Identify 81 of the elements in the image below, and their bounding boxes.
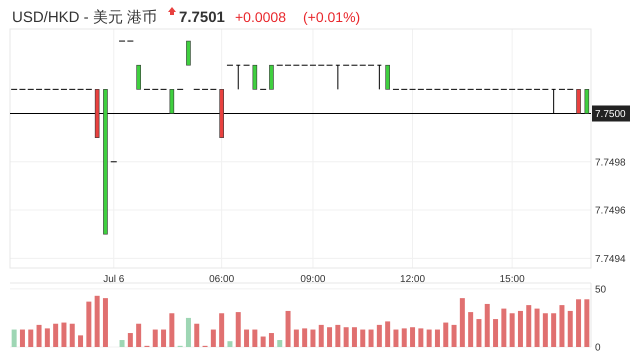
bar	[20, 330, 25, 347]
bar	[385, 321, 390, 347]
bar	[426, 330, 432, 347]
bar	[418, 328, 424, 347]
bar	[28, 330, 34, 347]
bar	[252, 330, 258, 347]
bar	[318, 324, 324, 347]
bar	[78, 335, 84, 347]
bar	[227, 341, 232, 347]
bar	[360, 330, 366, 347]
bar	[53, 324, 58, 347]
bar	[12, 330, 17, 347]
bar	[244, 330, 250, 347]
bar	[501, 308, 506, 347]
bar	[576, 299, 582, 347]
chart-title: USD/HKD - 美元 港币	[12, 9, 158, 26]
bar	[468, 312, 474, 347]
bar	[302, 328, 308, 347]
bar	[44, 328, 50, 347]
y-tick-label: 7.7498	[595, 157, 626, 168]
y-tick-label: 50	[595, 284, 607, 296]
bar	[161, 330, 166, 347]
bar	[460, 298, 465, 347]
x-tick-label: Jul 6	[103, 274, 125, 285]
bar	[584, 299, 590, 347]
bar	[376, 324, 382, 347]
bar	[493, 319, 498, 347]
x-tick-label: 06:00	[209, 274, 235, 285]
bar	[344, 327, 349, 347]
bar	[194, 324, 200, 347]
bar	[534, 308, 540, 347]
bar	[402, 328, 407, 347]
bar	[94, 296, 100, 347]
bar	[61, 322, 66, 347]
bar	[526, 305, 532, 347]
x-tick-label: 15:00	[500, 274, 526, 285]
bar	[86, 302, 92, 347]
bar	[268, 333, 274, 347]
bar	[551, 313, 556, 347]
bar	[294, 330, 299, 347]
bar	[559, 305, 564, 347]
bar	[327, 327, 332, 347]
bar	[128, 333, 133, 347]
x-tick-label: 12:00	[400, 274, 426, 285]
bar	[452, 324, 457, 347]
bar	[310, 330, 316, 347]
bar	[70, 324, 75, 347]
bar	[260, 336, 266, 347]
y-tick-label: 0	[595, 342, 601, 354]
bar	[219, 313, 224, 347]
bar	[102, 298, 108, 347]
bar	[434, 330, 440, 347]
bar	[410, 327, 416, 347]
bar	[568, 310, 573, 347]
chart-subtitle: 7.7501	[179, 9, 225, 26]
bar	[335, 324, 340, 347]
bar	[484, 304, 490, 347]
bar	[476, 319, 482, 347]
ref-line-label: 7.7500	[595, 108, 626, 120]
bar	[210, 330, 216, 347]
bar	[169, 313, 174, 347]
text: (+0.01%)	[303, 9, 360, 25]
bar	[518, 310, 523, 347]
y-tick-label: 7.7496	[595, 206, 626, 217]
bar	[277, 340, 282, 347]
bar	[352, 327, 357, 347]
bar	[510, 313, 515, 347]
bar	[236, 312, 241, 347]
bar	[542, 313, 548, 347]
bar	[36, 324, 42, 347]
x-tick-label: 09:00	[300, 274, 326, 285]
bar	[152, 330, 158, 347]
bar	[186, 318, 191, 347]
bar	[120, 340, 125, 347]
bar	[136, 324, 142, 347]
text: +0.0008	[235, 9, 286, 25]
bar	[368, 330, 374, 347]
bar	[393, 330, 398, 347]
bar	[286, 310, 291, 347]
bar	[443, 322, 448, 347]
y-tick-label: 7.7494	[595, 254, 626, 265]
